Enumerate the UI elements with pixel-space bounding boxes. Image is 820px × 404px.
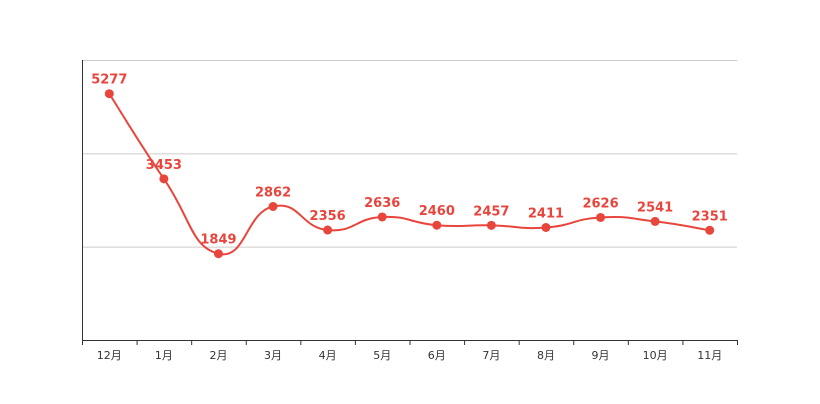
series-line [108, 93, 710, 256]
x-tick-label: 2月 [209, 349, 227, 362]
data-label: 2862 [255, 185, 291, 200]
x-tick-label: 10月 [643, 349, 668, 362]
data-label: 2626 [582, 196, 618, 211]
x-tick-label: 5月 [373, 349, 391, 362]
data-point [650, 216, 660, 226]
x-tick-label: 8月 [537, 349, 555, 362]
data-point [596, 212, 606, 222]
data-label: 5277 [91, 73, 127, 88]
data-point [268, 201, 278, 211]
data-point [541, 222, 551, 232]
data-label: 2636 [364, 196, 400, 211]
data-points [104, 89, 715, 259]
x-tick-label: 12月 [97, 349, 122, 362]
data-labels: 5277 3453 1849 2862 2356 2636 2460 2457 2411 2626… [91, 73, 728, 248]
data-point [432, 220, 442, 230]
x-tick-label: 4月 [319, 349, 337, 362]
data-label: 2460 [419, 204, 455, 219]
x-tick-label: 7月 [482, 349, 500, 362]
data-point [323, 225, 333, 235]
data-point [104, 89, 114, 99]
x-tick-label: 11月 [697, 349, 722, 362]
data-point [213, 249, 223, 259]
x-tick-label: 6月 [428, 349, 446, 362]
data-label: 2541 [637, 200, 673, 215]
x-tick-labels: 12月 1月 2月 3月 4月 5月 6月 7月 8月 9月 10月 11月 [97, 349, 722, 362]
data-point [705, 225, 715, 235]
x-tick-label: 9月 [592, 349, 610, 362]
data-label: 3453 [146, 158, 182, 173]
data-label: 1849 [200, 233, 236, 248]
grid-lines [82, 60, 737, 248]
x-tick-label: 1月 [155, 349, 173, 362]
data-label: 2356 [310, 209, 346, 224]
axes [82, 60, 738, 345]
data-label: 2351 [692, 209, 728, 224]
x-tick-label: 3月 [264, 349, 282, 362]
data-label: 2411 [528, 206, 564, 221]
data-point [159, 174, 169, 184]
data-label: 2457 [473, 204, 509, 219]
data-point [486, 220, 496, 230]
data-point [377, 212, 387, 222]
